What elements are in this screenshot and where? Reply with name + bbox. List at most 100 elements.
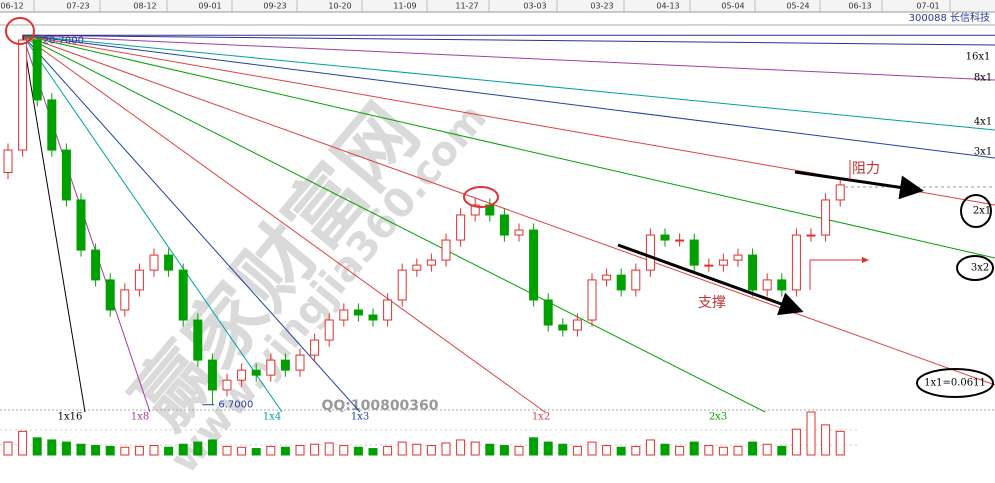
date-label: 11-27	[455, 2, 478, 11]
candle-body	[222, 379, 232, 391]
support-label: 支撑	[698, 295, 726, 311]
volume-bar	[47, 439, 57, 456]
volume-bar	[193, 441, 203, 456]
candle-body	[587, 279, 597, 321]
volume-bar	[631, 445, 641, 456]
date-label: 06-13	[848, 2, 871, 11]
date-label: 07-23	[66, 2, 89, 11]
resistance-label: 阻力	[852, 161, 880, 177]
candle-body	[806, 234, 816, 237]
volume-bar	[251, 448, 261, 456]
fan-line	[22, 35, 151, 413]
candle-body	[251, 369, 261, 376]
date-label: 05-04	[721, 2, 744, 11]
candle-body	[821, 199, 831, 236]
volume-bar	[91, 445, 101, 456]
volume-bar	[821, 424, 831, 456]
candle-body	[470, 204, 480, 216]
candle-body	[558, 324, 568, 331]
volume-bar	[499, 445, 509, 456]
resistance-arrow	[794, 170, 924, 200]
volume-bar	[61, 441, 71, 456]
candle-body	[616, 274, 626, 291]
candle-body	[91, 249, 101, 281]
date-label: 08-12	[133, 2, 156, 11]
candle-body	[120, 289, 130, 311]
candle-body	[266, 359, 276, 376]
volume-bar	[397, 441, 407, 456]
fan-line	[22, 34, 546, 413]
fan-label: 1x2	[532, 412, 550, 423]
candle-body	[3, 149, 13, 173]
date-label: 07-01	[916, 2, 939, 11]
fan-label: 1x8	[131, 412, 149, 423]
candle-body	[499, 214, 509, 236]
fan-label: 2x1	[973, 206, 991, 217]
label-circle	[916, 368, 994, 398]
fan-line	[22, 34, 995, 81]
candle-body	[134, 269, 144, 291]
stock-header: 300088 长信科技	[909, 11, 990, 24]
highlight-circle	[463, 186, 499, 208]
volume-bar	[280, 446, 290, 456]
volume-bar	[441, 442, 451, 456]
volume-bar	[426, 445, 436, 456]
candle-body	[733, 254, 743, 261]
candle-body	[193, 319, 203, 361]
volume-bar	[207, 439, 217, 456]
candle-body	[835, 184, 845, 201]
candle-body	[207, 359, 217, 391]
fan-label: 2x3	[709, 412, 727, 423]
volume-bar	[295, 445, 305, 456]
volume-bar	[134, 445, 144, 456]
volume-bar	[353, 446, 363, 456]
volume-bar	[412, 443, 422, 456]
volume-bar	[149, 445, 159, 456]
candle-body	[164, 254, 174, 271]
volume-bar	[120, 446, 130, 456]
date-strip	[0, 0, 995, 12]
fan-line	[22, 34, 995, 46]
candle-body	[368, 314, 378, 321]
candle-body	[689, 239, 699, 266]
date-label: 03-23	[590, 2, 613, 11]
fan-label: 1x3	[351, 412, 369, 423]
fan-label: 4x1	[974, 117, 992, 128]
date-label: 03-03	[523, 2, 546, 11]
price-label: 20.7000	[43, 35, 84, 46]
candle-body	[149, 254, 159, 271]
volume-bar	[718, 446, 728, 456]
date-label: 10-20	[328, 2, 351, 11]
volume-bar	[689, 441, 699, 456]
volume-bar	[777, 445, 787, 456]
candle-body	[675, 239, 685, 242]
fan-label: 3x1	[974, 147, 992, 158]
date-label: 05-24	[786, 2, 809, 11]
candle-body	[32, 39, 42, 101]
volume-bar	[602, 445, 612, 456]
label-circle	[956, 255, 994, 281]
candle-body	[514, 229, 524, 236]
volume-bar	[222, 445, 232, 456]
volume-bar	[572, 445, 582, 456]
candle-body	[178, 269, 188, 321]
volume-bar	[105, 445, 115, 456]
candle-body	[310, 339, 320, 356]
candle-body	[529, 229, 539, 301]
candle-body	[397, 269, 407, 301]
volume-bar	[514, 445, 524, 456]
candle-body	[441, 239, 451, 261]
candle-body	[602, 274, 612, 281]
candle-body	[660, 234, 670, 241]
fan-line	[22, 34, 995, 131]
candle-body	[572, 319, 582, 331]
candle-body	[295, 354, 305, 371]
candle-body	[791, 234, 801, 291]
breakout-arrow	[809, 257, 869, 290]
fan-label: 1x16	[58, 412, 83, 423]
volume-bar	[266, 445, 276, 456]
candle-body	[339, 309, 349, 321]
fan-line	[22, 34, 283, 413]
volume-bar	[470, 441, 480, 456]
fan-label: 16x1	[966, 52, 991, 63]
